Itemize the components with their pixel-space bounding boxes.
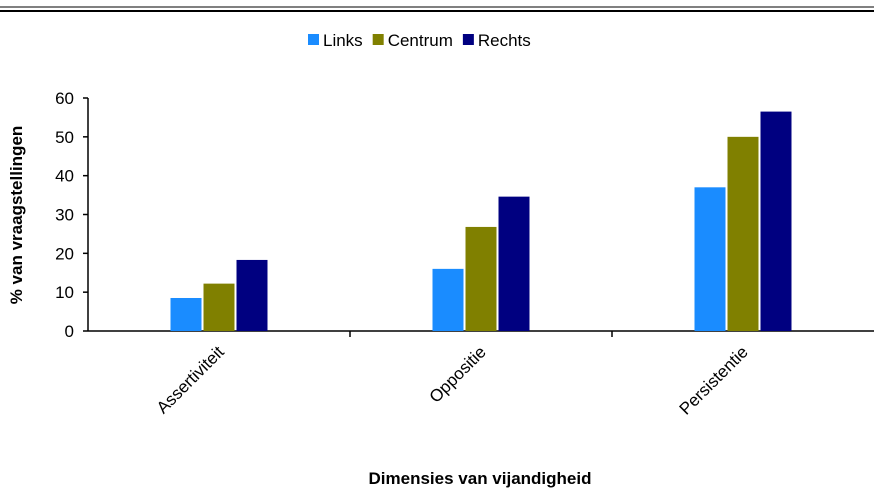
bar	[465, 226, 497, 331]
bar	[727, 136, 759, 331]
x-tick-label: Assertiviteit	[153, 342, 228, 417]
y-tick-label: 10	[55, 283, 74, 302]
bar	[236, 259, 268, 331]
bar	[694, 187, 726, 331]
bar	[432, 268, 464, 331]
legend-swatch	[308, 34, 319, 45]
bar	[203, 283, 235, 331]
bar	[498, 196, 530, 331]
legend-swatch	[462, 34, 474, 45]
legend-label: Links	[323, 31, 363, 50]
bar	[760, 111, 792, 331]
y-tick-label: 50	[55, 128, 74, 147]
legend-swatch	[372, 34, 384, 45]
y-axis-title: % van vraagstellingen	[7, 126, 26, 305]
y-tick-label: 60	[55, 89, 74, 108]
legend-label: Centrum	[388, 31, 453, 50]
y-tick-label: 20	[55, 244, 74, 263]
bar	[170, 297, 202, 331]
x-tick-label: Persistentie	[676, 342, 752, 418]
y-tick-label: 30	[55, 206, 74, 225]
y-tick-label: 0	[65, 322, 74, 341]
x-tick-label: Oppositie	[426, 342, 490, 406]
x-axis-title: Dimensies van vijandigheid	[369, 469, 592, 488]
y-tick-label: 40	[55, 167, 74, 186]
legend-label: Rechts	[478, 31, 531, 50]
